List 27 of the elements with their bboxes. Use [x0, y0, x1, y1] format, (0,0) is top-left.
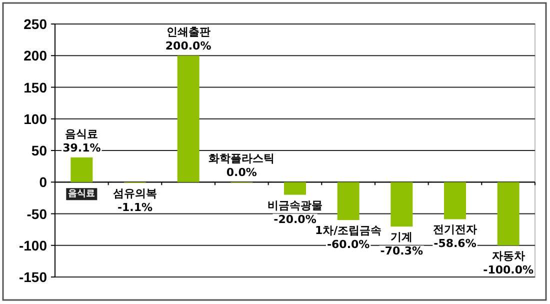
x-tick-label: 전기전자	[433, 223, 477, 236]
data-label: -1.1%	[117, 200, 153, 214]
y-tick-label: -100	[18, 237, 48, 254]
y-tick-label: 0	[39, 174, 48, 190]
y-tick-label: -150	[18, 269, 48, 285]
x-tick-label: 기계	[390, 230, 413, 244]
data-label: -60.0%	[326, 238, 370, 252]
x-tick-label: 섬유의복	[113, 186, 157, 200]
y-tick-label: 100	[24, 110, 48, 127]
data-label: -70.3%	[380, 244, 424, 258]
x-tick-label: 자동차	[492, 249, 525, 262]
y-tick-label: 50	[31, 142, 48, 158]
x-tick-label: 1차/조립금속	[314, 224, 382, 238]
y-tick-label: -50	[26, 206, 48, 222]
x-tick-label: 비금속광물	[268, 198, 322, 212]
data-label: 39.1%	[62, 141, 101, 154]
y-tick-label: 250	[24, 16, 48, 32]
y-tick-label: 200	[24, 48, 48, 64]
x-tick-label: 인쇄출판	[166, 26, 210, 39]
data-label: -100.0%	[483, 263, 534, 276]
data-label: -58.6%	[434, 237, 476, 250]
data-label: 0.0%	[226, 166, 257, 180]
data-label: -20.0%	[274, 212, 316, 226]
data-label: 200.0%	[165, 40, 212, 53]
x-tick-label: 화학플라스틱	[208, 152, 275, 166]
annotation: 음식료	[68, 189, 96, 200]
y-tick-label: 150	[24, 79, 48, 96]
